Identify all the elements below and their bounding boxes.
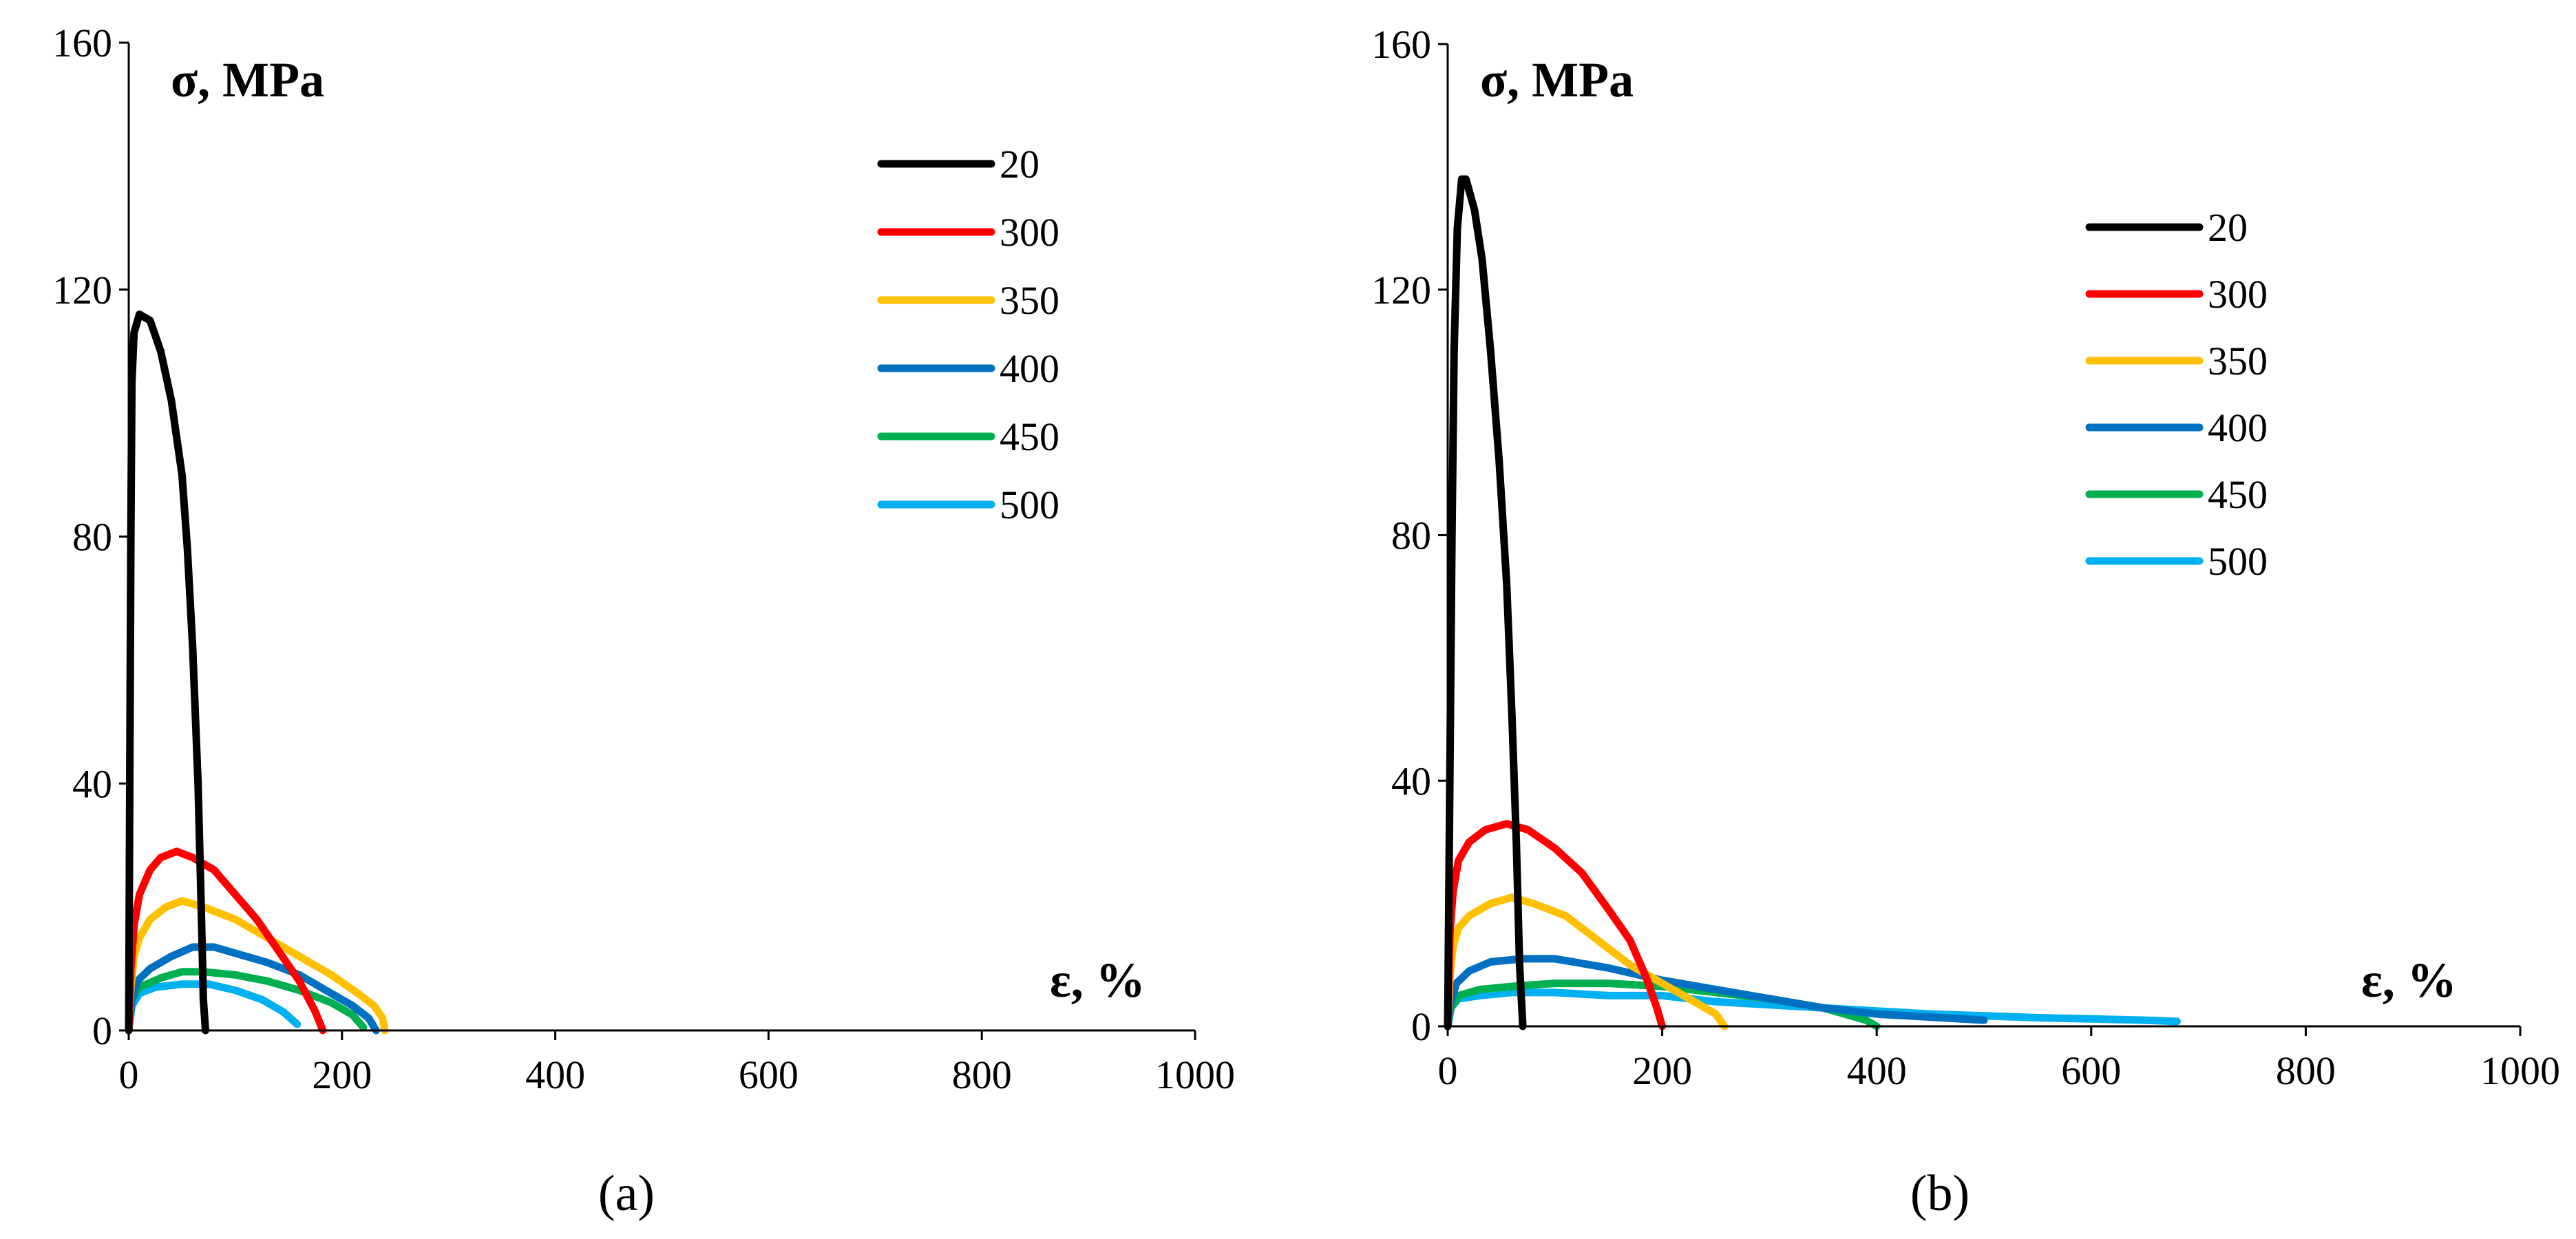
panel-label-a: (a) — [598, 1165, 655, 1222]
y-tick-label: 0 — [1411, 1004, 1431, 1049]
legend-label-500: 500 — [1000, 483, 1059, 527]
x-tick-label: 400 — [525, 1052, 585, 1097]
y-axis-label-b: σ, MPa — [1480, 52, 1634, 107]
curves-b — [1444, 175, 2181, 1030]
y-axis-label-a: σ, MPa — [171, 52, 324, 107]
curves-a — [125, 310, 389, 1035]
legend-label-20: 20 — [2208, 205, 2248, 250]
series-line-300 — [125, 847, 327, 1035]
legend-label-500: 500 — [2208, 539, 2268, 584]
legend-label-400: 400 — [1000, 346, 1059, 391]
series-line-500 — [125, 980, 302, 1035]
y-tick-label: 40 — [1391, 759, 1431, 803]
y-tick-label: 120 — [1371, 268, 1431, 313]
series-line-300 — [1444, 820, 1667, 1030]
series-line-500 — [1444, 988, 2181, 1030]
legend-b: 20 300 350 400 450 500 — [2085, 205, 2268, 584]
chart-panel-b: 0 40 80 120 160 0 200 400 600 800 1000 σ, MPa ε, %… — [1371, 22, 2560, 1222]
series-line-450 — [125, 968, 368, 1035]
y-tick-label: 160 — [52, 21, 112, 65]
series-line-350 — [1444, 893, 1729, 1030]
x-axis-label-b: ε, % — [2361, 953, 2457, 1008]
legend-label-400: 400 — [2208, 405, 2268, 450]
x-axis-label-a: ε, % — [1050, 953, 1146, 1008]
legend-label-450: 450 — [2208, 472, 2268, 517]
x-tick-label: 600 — [2061, 1048, 2121, 1093]
series-line-400 — [125, 943, 380, 1035]
y-tick-label: 80 — [1391, 513, 1431, 558]
y-tick-label: 120 — [52, 268, 112, 313]
legend-label-350: 350 — [1000, 278, 1059, 323]
legend-label-450: 450 — [1000, 414, 1059, 459]
x-tick-label: 600 — [739, 1052, 799, 1097]
legend-label-350: 350 — [2208, 339, 2268, 383]
legend-label-300: 300 — [1000, 210, 1059, 255]
x-tick-label: 800 — [952, 1052, 1012, 1097]
x-tick-label: 200 — [312, 1052, 372, 1097]
series-line-20 — [125, 310, 209, 1035]
x-tick-label: 0 — [119, 1052, 139, 1097]
y-tick-label: 0 — [92, 1008, 112, 1053]
series-line-20 — [1444, 175, 1527, 1030]
y-tick-label: 40 — [72, 761, 112, 806]
x-tick-label: 800 — [2276, 1048, 2336, 1093]
x-tick-label: 1000 — [2480, 1048, 2560, 1093]
series-line-400 — [1444, 955, 1988, 1030]
axes-a: 0 40 80 120 160 0 200 400 600 800 1000 — [52, 21, 1235, 1097]
legend-label-20: 20 — [1000, 142, 1039, 187]
legend-a: 20 300 350 400 450 500 — [877, 142, 1059, 527]
y-tick-label: 80 — [72, 515, 112, 560]
x-tick-label: 400 — [1847, 1048, 1907, 1093]
y-tick-label: 160 — [1371, 22, 1431, 67]
panel-label-b: (b) — [1910, 1165, 1970, 1222]
x-tick-label: 200 — [1632, 1048, 1692, 1093]
axes-b: 0 40 80 120 160 0 200 400 600 800 1000 — [1371, 22, 2560, 1093]
legend-label-300: 300 — [2208, 272, 2268, 317]
x-tick-label: 0 — [1438, 1048, 1458, 1093]
chart-panel-a: 0 40 80 120 160 0 200 400 600 800 1000 σ, MPa ε, %… — [52, 21, 1235, 1222]
series-line-350 — [125, 897, 389, 1035]
x-tick-label: 1000 — [1155, 1052, 1235, 1097]
